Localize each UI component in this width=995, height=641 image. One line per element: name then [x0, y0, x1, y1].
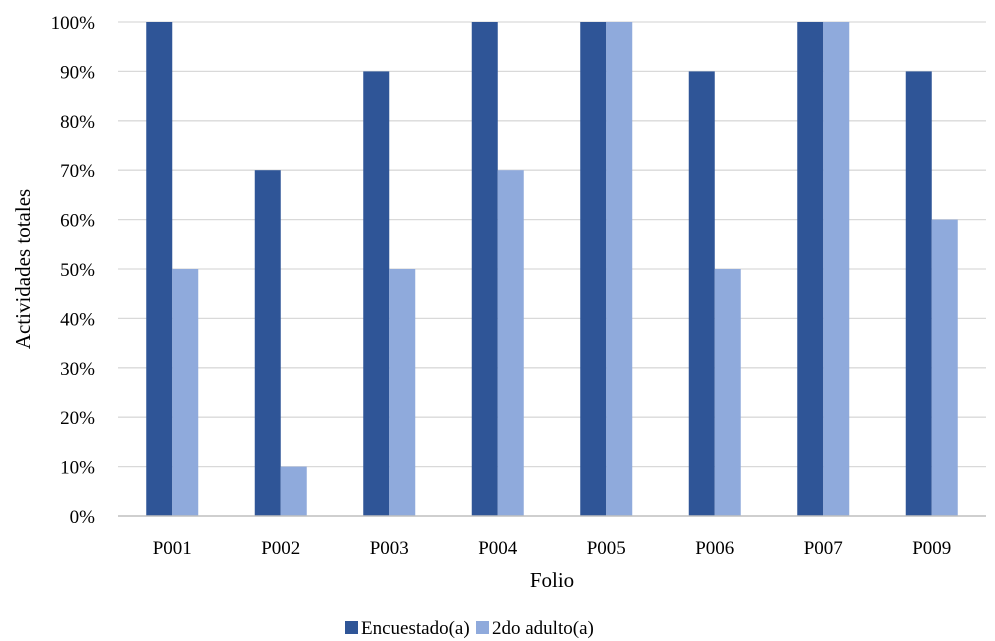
legend-label: Encuestado(a) [361, 618, 470, 639]
y-tick-label: 10% [60, 458, 95, 479]
x-tick-label: P003 [370, 538, 409, 559]
bars [146, 22, 958, 517]
bar-segundo-adulto-p002 [280, 466, 307, 516]
bar-segundo-adulto-p007 [823, 22, 850, 516]
x-tick-label: P001 [153, 538, 192, 559]
x-tick-label: P004 [478, 538, 518, 559]
legend: Encuestado(a) 2do adulto(a) [345, 618, 594, 639]
bar-segundo-adulto-p004 [497, 170, 524, 516]
y-tick-label: 80% [60, 112, 95, 133]
bar-encuestado-p001 [146, 22, 173, 516]
y-axis-tick-labels: 0% 10% 20% 30% 40% 50% 60% 70% 80% 90% 100% [51, 13, 96, 528]
x-axis-title: Folio [530, 568, 574, 592]
gridlines [118, 21, 986, 468]
y-tick-label: 90% [60, 62, 95, 83]
bar-segundo-adulto-p003 [389, 269, 416, 516]
bar-segundo-adulto-p006 [714, 269, 741, 516]
y-tick-label: 60% [60, 211, 95, 232]
bar-segundo-adulto-p009 [931, 219, 958, 516]
bar-encuestado-p004 [471, 22, 498, 516]
bar-encuestado-p005 [580, 22, 607, 516]
x-tick-label: P005 [587, 538, 626, 559]
y-axis-title: Actividades totales [11, 189, 35, 349]
x-tick-label: P009 [912, 538, 951, 559]
y-tick-label: 70% [60, 161, 95, 182]
y-tick-label: 40% [60, 309, 95, 330]
bar-segundo-adulto-p005 [606, 22, 633, 516]
y-tick-label: 0% [70, 507, 96, 528]
legend-item-encuestado: Encuestado(a) [345, 618, 470, 639]
x-tick-label: P006 [695, 538, 734, 559]
bar-encuestado-p007 [797, 22, 824, 516]
legend-swatch [345, 621, 358, 634]
bar-encuestado-p006 [688, 71, 715, 517]
y-tick-label: 100% [51, 13, 96, 34]
bar-encuestado-p009 [905, 71, 932, 517]
y-tick-label: 30% [60, 359, 95, 380]
y-tick-label: 20% [60, 408, 95, 429]
legend-item-segundo-adulto: 2do adulto(a) [476, 618, 594, 639]
legend-label: 2do adulto(a) [492, 618, 594, 639]
x-tick-label: P002 [261, 538, 300, 559]
bar-segundo-adulto-p001 [172, 269, 199, 516]
x-tick-label: P007 [804, 538, 843, 559]
bar-encuestado-p003 [363, 71, 390, 517]
legend-swatch [476, 621, 489, 634]
x-axis-tick-labels: P001 P002 P003 P004 P005 P006 P007 P009 [153, 538, 952, 559]
bar-encuestado-p002 [254, 170, 281, 516]
y-tick-label: 50% [60, 260, 95, 281]
